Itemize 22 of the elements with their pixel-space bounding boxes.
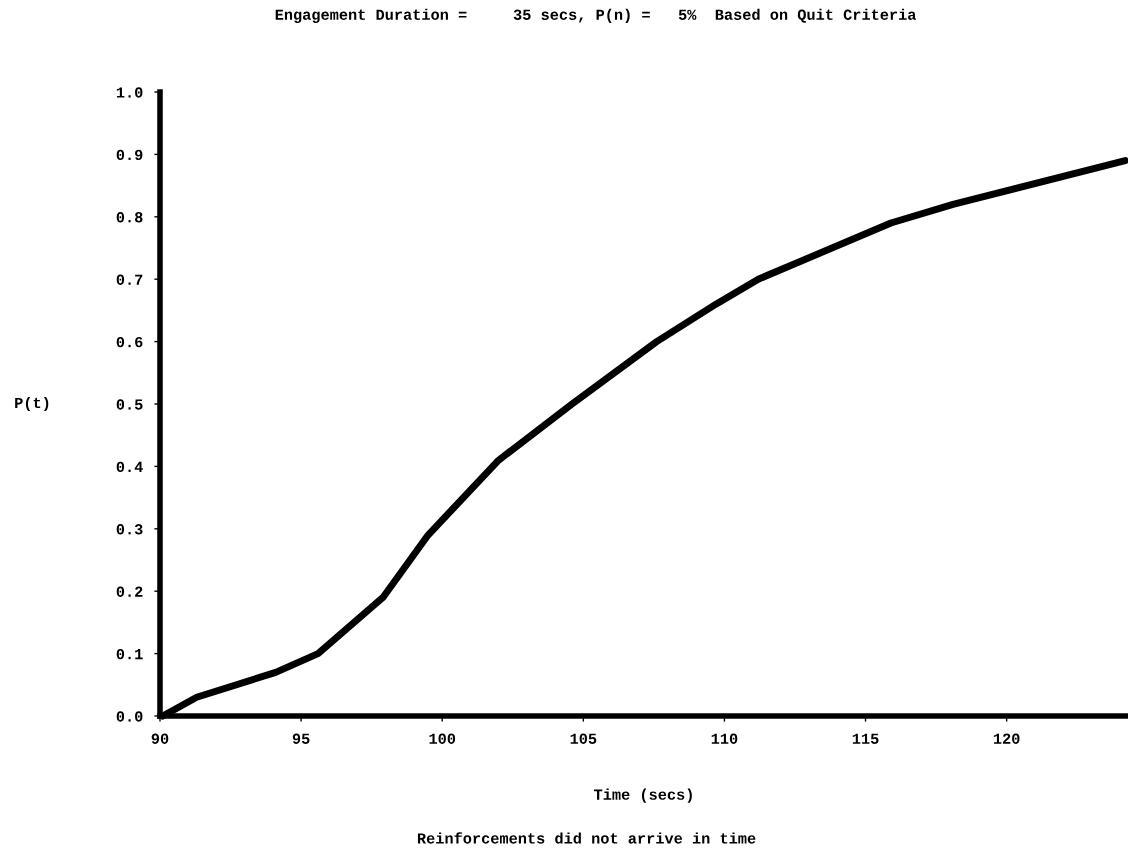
y-tick-label: 0.2 (116, 586, 143, 597)
y-axis-title: P(t) (15, 396, 49, 412)
x-tick-label: 120 (993, 733, 1020, 744)
x-axis-title: Time (secs) (594, 788, 692, 803)
y-tick-label: 0.7 (116, 274, 143, 285)
x-tick-label: 110 (711, 733, 738, 744)
chart-title: Engagement Duration = 35 secs, P(n) = 5% Based on Quit Criteria (275, 8, 917, 24)
x-tick-label: 90 (151, 733, 169, 744)
y-tick-label: 0.8 (116, 212, 143, 223)
y-tick-label: 0.6 (116, 336, 143, 348)
y-tick-label: 0.0 (116, 711, 143, 722)
y-tick-label: 0.3 (116, 524, 143, 535)
text: Reinforcements did not arrive in time (417, 832, 756, 844)
y-tick-label: 0.1 (116, 648, 143, 660)
y-tick-label: 0.9 (116, 149, 143, 161)
x-tick-label: 115 (852, 733, 879, 744)
y-tick-label: 0.4 (116, 461, 143, 473)
x-tick-label: 95 (292, 733, 310, 744)
y-tick-label: 1.0 (116, 87, 143, 98)
x-tick-label: 100 (429, 733, 456, 744)
x-tick-label: 105 (570, 733, 597, 744)
y-tick-label: 0.5 (116, 399, 143, 410)
